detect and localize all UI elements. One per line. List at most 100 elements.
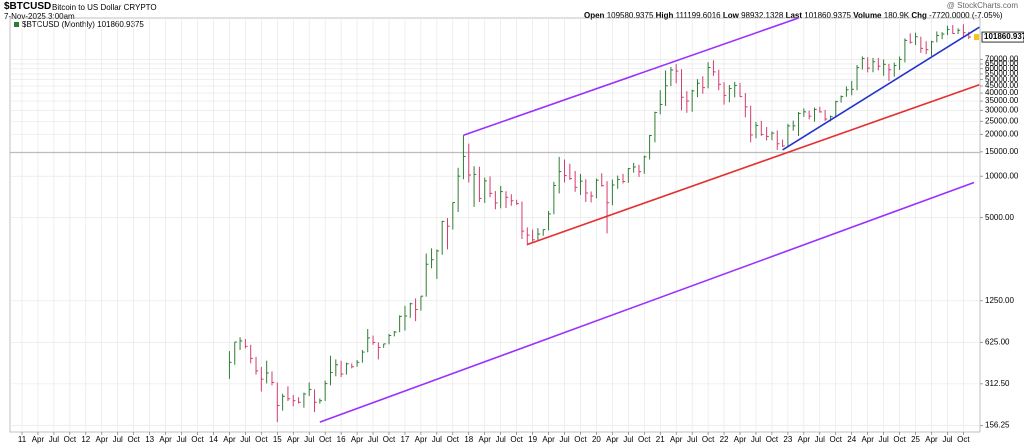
x-tick-label: Apr — [223, 435, 236, 444]
y-tick-label: 156.25 — [985, 421, 1010, 430]
last-price-box — [981, 31, 1024, 43]
x-tick-label: Jul — [49, 435, 59, 444]
x-tick-label: Oct — [957, 435, 970, 444]
x-tick-label: Jul — [496, 435, 506, 444]
x-tick-label: 11 — [18, 435, 27, 444]
stat-value: 111199.6016 — [675, 11, 721, 20]
stats: Open 109580.9375 High 111199.6016 Low 98… — [584, 11, 1003, 20]
x-tick-label: Oct — [702, 435, 715, 444]
y-tick-label: 5000.00 — [985, 213, 1014, 222]
x-tick-label: Jul — [240, 435, 250, 444]
x-tick-label: 25 — [911, 435, 920, 444]
trendline — [527, 83, 980, 246]
plot-frame — [9, 17, 981, 433]
x-tick-label: Oct — [893, 435, 906, 444]
x-tick-label: Jul — [879, 435, 889, 444]
symbol-name: Bitcoin to US Dollar CRYPTO — [52, 3, 157, 12]
y-tick-label: 25000.00 — [985, 116, 1019, 125]
stat-label: Chg — [911, 11, 927, 20]
x-tick-label: 16 — [337, 435, 346, 444]
x-tick-label: Jul — [432, 435, 442, 444]
trendline — [463, 17, 799, 136]
y-tick-label: 15000.00 — [985, 147, 1019, 156]
x-tick-label: Jul — [559, 435, 569, 444]
x-tick-label: Apr — [670, 435, 683, 444]
y-tick-label: 10000.00 — [985, 171, 1019, 180]
symbol: $BTCUSD — [4, 1, 52, 12]
x-tick-label: Jul — [942, 435, 952, 444]
x-tick-label: Oct — [255, 435, 268, 444]
x-tick-label: Oct — [830, 435, 843, 444]
x-tick-label: Oct — [766, 435, 779, 444]
x-tick-label: Oct — [191, 435, 204, 444]
x-tick-label: Jul — [113, 435, 123, 444]
last-price-label: 101860.9375 — [984, 32, 1024, 41]
x-tick-label: Oct — [127, 435, 140, 444]
stat-value: 109580.9375 — [606, 11, 654, 20]
x-tick-label: Jul — [623, 435, 633, 444]
stat-label: Open — [584, 11, 605, 20]
stat-label: Low — [722, 11, 739, 20]
x-tick-label: Oct — [638, 435, 651, 444]
x-tick-label: 21 — [656, 435, 665, 444]
x-tick-label: 20 — [592, 435, 601, 444]
x-tick-label: Apr — [478, 435, 491, 444]
y-tick-label: 50000.00 — [985, 75, 1019, 84]
trendline — [319, 181, 975, 423]
stat-value: 101860.9375 — [804, 11, 851, 20]
y-tick-label: 1250.00 — [985, 296, 1014, 305]
x-tick-label: 12 — [81, 435, 90, 444]
last-price-marker — [974, 34, 979, 41]
x-tick-label: Jul — [368, 435, 378, 444]
x-tick-label: Jul — [815, 435, 825, 444]
grid — [10, 18, 980, 432]
stat-value: 180.9K — [883, 11, 910, 20]
trendline — [782, 26, 980, 151]
brand: @ StockCharts.com — [946, 1, 1018, 10]
stat-value: -7720.0000 (-7.05%) — [929, 11, 1003, 20]
stat-label: Last — [785, 11, 803, 20]
y-tick-label: 30000.00 — [985, 105, 1019, 114]
y-tick-label: 65000.00 — [985, 59, 1019, 68]
x-tick-label: Jul — [687, 435, 697, 444]
y-tick-label: 312.50 — [985, 379, 1010, 388]
x-tick-label: Apr — [734, 435, 747, 444]
x-tick-label: 22 — [720, 435, 729, 444]
y-tick-label: 60000.00 — [985, 64, 1019, 73]
legend-swatch — [14, 22, 19, 27]
x-tick-label: Oct — [383, 435, 396, 444]
y-tick-label: 55000.00 — [985, 69, 1019, 78]
x-tick-label: Oct — [319, 435, 332, 444]
x-tick-label: Apr — [287, 435, 300, 444]
y-tick-label: 625.00 — [985, 337, 1010, 346]
stat-label: Volume — [853, 11, 882, 20]
x-tick-label: Oct — [64, 435, 77, 444]
x-tick-label: Oct — [447, 435, 460, 444]
x-tick-label: Oct — [510, 435, 523, 444]
x-tick-label: Apr — [96, 435, 109, 444]
x-tick-label: Apr — [351, 435, 364, 444]
x-tick-label: Apr — [32, 435, 45, 444]
x-tick-label: Jul — [304, 435, 314, 444]
x-tick-label: Jul — [751, 435, 761, 444]
x-tick-label: Apr — [542, 435, 555, 444]
x-tick-label: 23 — [783, 435, 792, 444]
legend: $BTCUSD (Monthly) 101860.9375 — [22, 20, 144, 29]
x-tick-label: Apr — [159, 435, 172, 444]
x-tick-label: 17 — [400, 435, 409, 444]
date: 7-Nov-2025 3:00am — [4, 12, 75, 21]
x-tick-label: 24 — [847, 435, 856, 444]
x-tick-label: 14 — [209, 435, 218, 444]
x-tick-label: Apr — [415, 435, 428, 444]
x-tick-label: 13 — [145, 435, 154, 444]
x-tick-label: Apr — [606, 435, 619, 444]
x-tick-label: 19 — [528, 435, 537, 444]
x-tick-label: Jul — [176, 435, 186, 444]
x-tick-label: Apr — [861, 435, 874, 444]
x-tick-label: Apr — [925, 435, 938, 444]
stat-value: 98932.1328 — [741, 11, 784, 20]
y-tick-label: 20000.00 — [985, 130, 1019, 139]
x-tick-label: Oct — [574, 435, 587, 444]
